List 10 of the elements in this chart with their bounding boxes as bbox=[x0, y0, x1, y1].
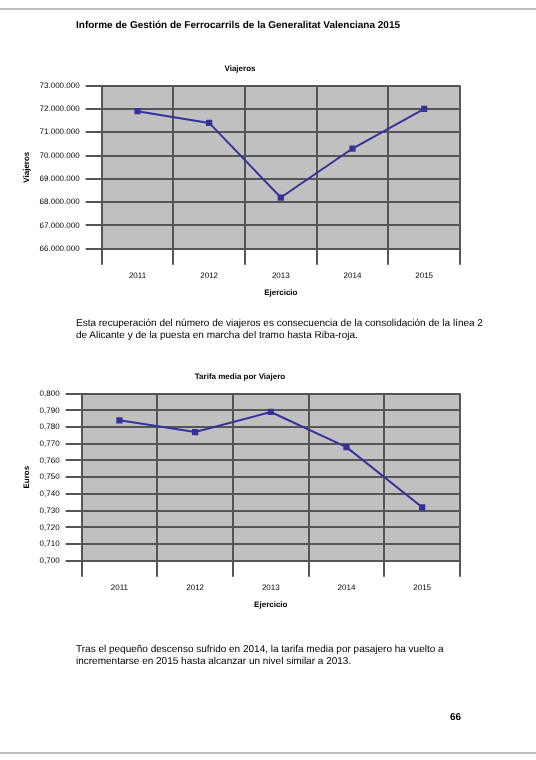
point bbox=[343, 443, 350, 451]
point bbox=[116, 417, 123, 424]
point bbox=[421, 105, 428, 113]
point bbox=[134, 108, 141, 115]
point bbox=[277, 194, 284, 201]
point bbox=[349, 145, 356, 152]
point bbox=[419, 504, 426, 511]
point bbox=[206, 119, 213, 127]
point bbox=[192, 428, 199, 436]
point bbox=[267, 408, 274, 416]
